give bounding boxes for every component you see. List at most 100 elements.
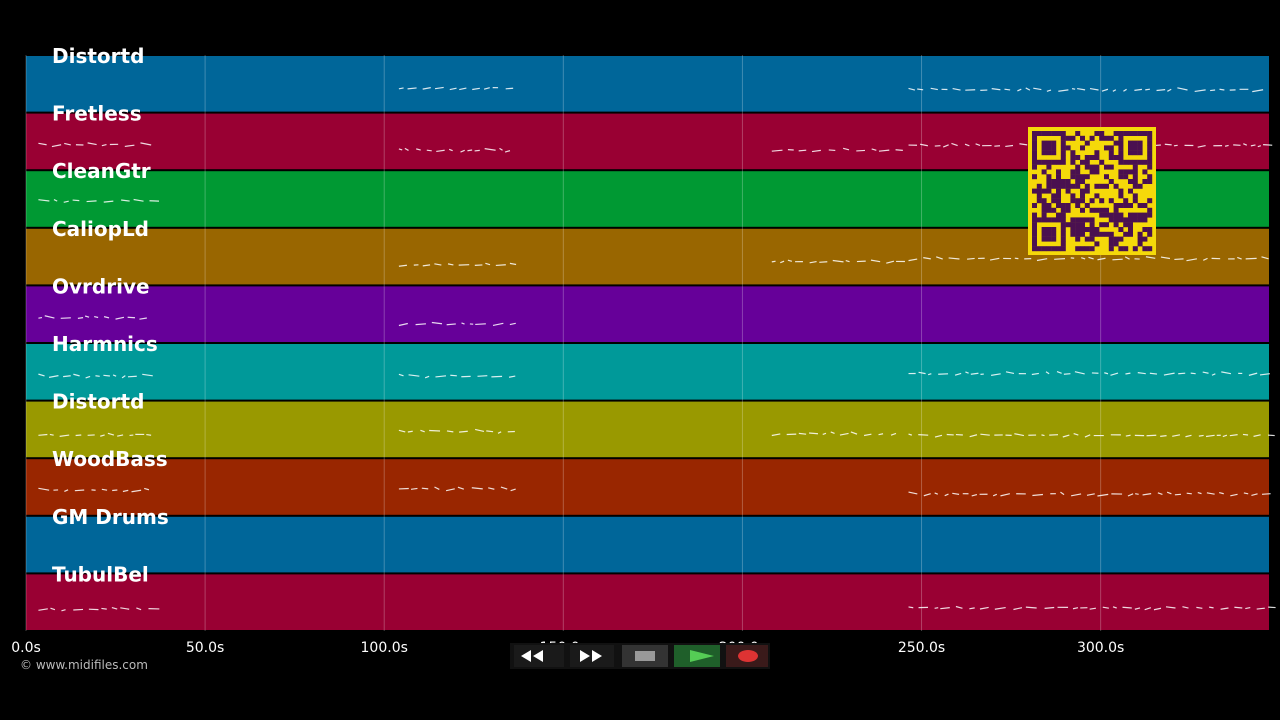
note <box>1122 606 1132 609</box>
qr-module <box>1084 140 1090 146</box>
qr-module <box>1104 207 1109 213</box>
note <box>918 371 926 375</box>
qr-module <box>1041 145 1047 151</box>
qr-module <box>1060 140 1066 146</box>
note <box>100 434 105 437</box>
note <box>460 149 465 153</box>
note <box>1089 607 1096 610</box>
qr-module <box>1142 179 1148 184</box>
note <box>471 487 483 490</box>
qr-module <box>1075 231 1081 237</box>
qr-module <box>1132 246 1138 252</box>
forward-button[interactable] <box>570 645 614 667</box>
note <box>38 487 50 491</box>
note <box>1261 493 1271 495</box>
qr-module <box>1099 131 1105 136</box>
note <box>1097 257 1106 261</box>
note <box>1251 493 1258 496</box>
qr-module <box>1032 145 1037 151</box>
qr-module <box>1036 131 1042 136</box>
note <box>970 372 979 375</box>
qr-module <box>1080 198 1085 204</box>
note <box>1134 607 1141 610</box>
qr-module <box>1036 246 1042 252</box>
note <box>146 433 152 436</box>
note <box>908 433 913 436</box>
note <box>509 262 517 266</box>
note <box>1004 88 1011 91</box>
qr-module <box>1032 217 1037 223</box>
play-button[interactable] <box>674 645 720 667</box>
note <box>992 493 998 497</box>
note <box>475 323 486 326</box>
note <box>1243 492 1249 495</box>
qr-module <box>1108 164 1114 170</box>
rewind-button[interactable] <box>514 645 564 667</box>
note <box>1209 606 1214 609</box>
qr-module <box>1041 236 1047 242</box>
qr-code <box>1028 127 1156 255</box>
note <box>809 260 817 264</box>
note <box>1203 257 1208 261</box>
note <box>488 487 495 490</box>
qr-module <box>1041 212 1047 218</box>
note <box>1112 258 1123 261</box>
qr-module <box>1099 135 1105 141</box>
qr-module <box>1070 217 1076 223</box>
qr-module <box>1060 155 1066 160</box>
qr-module <box>1118 145 1124 151</box>
note <box>122 489 129 493</box>
qr-module <box>1032 174 1037 180</box>
qr-module <box>1137 145 1143 151</box>
qr-module <box>1051 140 1057 146</box>
note <box>1211 373 1216 376</box>
qr-module <box>1060 222 1066 228</box>
note <box>1137 372 1146 375</box>
qr-module <box>1075 236 1081 242</box>
qr-module <box>1118 159 1124 165</box>
qr-module <box>1080 193 1085 199</box>
note <box>422 87 431 90</box>
note <box>86 200 97 203</box>
note-pattern <box>38 605 1276 612</box>
qr-module <box>1128 188 1133 194</box>
record-button[interactable] <box>726 645 768 667</box>
qr-module <box>1099 231 1105 237</box>
note <box>434 263 442 266</box>
qr-module <box>1036 217 1042 223</box>
qr-module <box>1056 174 1061 180</box>
note <box>1173 144 1178 147</box>
qr-module <box>1128 179 1133 184</box>
note <box>771 149 783 152</box>
note <box>930 87 938 91</box>
note <box>95 375 100 377</box>
note <box>832 259 844 263</box>
qr-module <box>1113 236 1119 242</box>
qr-module <box>1094 150 1100 156</box>
note <box>474 428 485 433</box>
qr-module <box>1056 183 1061 189</box>
note <box>74 489 85 492</box>
qr-module <box>1070 231 1076 237</box>
qr-module <box>1060 131 1066 136</box>
stop-button[interactable] <box>622 645 668 667</box>
note <box>845 260 850 263</box>
note <box>934 607 939 609</box>
qr-module <box>1118 212 1124 218</box>
qr-module <box>1104 174 1109 180</box>
qr-module <box>1051 150 1057 156</box>
qr-module <box>1065 183 1071 189</box>
note <box>415 323 427 326</box>
qr-module <box>1104 164 1109 170</box>
qr-module <box>1041 159 1047 165</box>
qr-module <box>1137 131 1143 136</box>
qr-module <box>1113 155 1119 160</box>
qr-module <box>1113 140 1119 146</box>
qr-module <box>1147 140 1153 146</box>
record-icon <box>738 650 758 662</box>
forward-icon <box>580 650 602 662</box>
qr-module <box>1113 217 1119 223</box>
qr-module <box>1142 203 1148 208</box>
qr-module <box>1056 212 1061 218</box>
note <box>870 259 881 263</box>
